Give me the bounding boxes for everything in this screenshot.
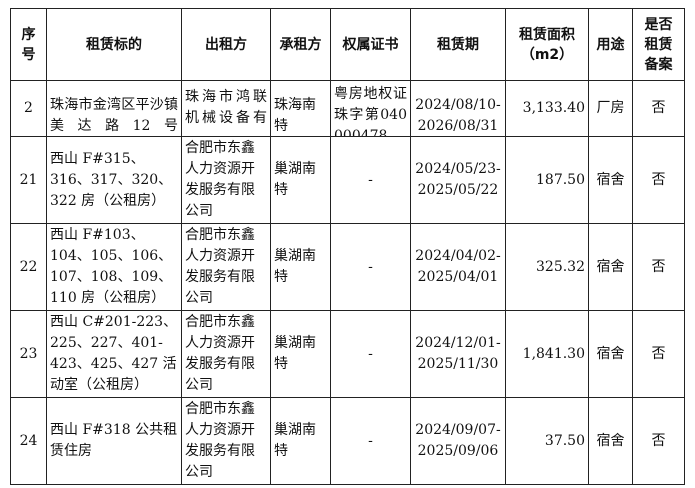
cell-cert: - [330,223,411,311]
lease-table: 序号 租赁标的 出租方 承租方 权属证书 租赁期 租赁面积（m2） 用途 是否租… [10,8,685,485]
cell-lessor: 珠海市鸿联机械设备有 [185,89,267,126]
cell-target: 西山 F#103、104、105、106、107、108、109、110 房（公… [46,223,182,311]
cell-lessee: 珠海南特 [274,97,316,134]
header-filed: 是否租赁备案 [632,8,685,81]
header-cert: 权属证书 [330,8,411,81]
cell-lessee: 巢湖南特 [270,397,331,485]
cell-use: 宿舍 [588,223,633,311]
table-row: 22 西山 F#103、104、105、106、107、108、109、110 … [10,223,685,311]
cell-no: 23 [10,310,47,398]
cell-lessee: 巢湖南特 [270,223,331,311]
cell-cert: - [330,397,411,485]
cell-period: 2024/08/10-2026/08/31 [415,97,501,134]
header-period: 租赁期 [410,8,506,81]
cell-no: 2 [10,80,47,137]
cell-target: 西山 F#318 公共租赁住房 [46,397,182,485]
header-row: 序号 租赁标的 出租方 承租方 权属证书 租赁期 租赁面积（m2） 用途 是否租… [10,8,685,81]
header-use: 用途 [588,8,633,81]
cell-lessor: 合肥市东鑫人力资源开发服务有限公司 [181,310,271,398]
header-no: 序号 [10,8,47,81]
header-area: 租赁面积（m2） [505,8,589,81]
cell-use: 厂房 [588,80,633,137]
cell-cert: - [330,136,411,224]
cell-area: 325.32 [505,223,589,311]
cell-use: 宿舍 [588,397,633,485]
cell-target: 西山 F#315、316、317、320、322 房（公租房） [46,136,182,224]
cell-filed: 否 [632,80,685,137]
cell-lessor: 合肥市东鑫人力资源开发服务有限公司 [181,136,271,224]
cell-use: 宿舍 [588,310,633,398]
cell-filed: 否 [632,310,685,398]
cell-lessor: 合肥市东鑫人力资源开发服务有限公司 [181,397,271,485]
cell-lessee: 巢湖南特 [270,310,331,398]
cell-no: 24 [10,397,47,485]
cell-period: 2024/09/07-2025/09/06 [410,397,506,485]
cell-period: 2024/12/01-2025/11/30 [410,310,506,398]
cell-area: 37.50 [505,397,589,485]
cell-filed: 否 [632,136,685,224]
cell-period: 2024/05/23-2025/05/22 [410,136,506,224]
cell-use: 宿舍 [588,136,633,224]
cell-area: 1,841.30 [505,310,589,398]
cell-lessee: 巢湖南特 [270,136,331,224]
header-lessee: 承租方 [270,8,331,81]
cell-no: 22 [10,223,47,311]
cell-cert: - [330,310,411,398]
table-row: 23 西山 C#201-223、225、227、401-423、425、427 … [10,310,685,398]
table-row: 2 珠海市金湾区平沙镇美达路12号 珠海市鸿联机械设备有 珠海南特 粤房地权证珠… [10,80,685,137]
cell-filed: 否 [632,397,685,485]
cell-period: 2024/04/02-2025/04/01 [410,223,506,311]
cell-target: 西山 C#201-223、225、227、401-423、425、427 活动室… [46,310,182,398]
cell-area: 187.50 [505,136,589,224]
cell-cert: 粤房地权证珠字第040000478 [334,86,407,136]
cell-target: 珠海市金湾区平沙镇美达路12号 [50,97,178,134]
header-target: 租赁标的 [46,8,182,81]
cell-filed: 否 [632,223,685,311]
cell-lessor: 合肥市东鑫人力资源开发服务有限公司 [181,223,271,311]
cell-area: 3,133.40 [505,80,589,137]
table-row: 21 西山 F#315、316、317、320、322 房（公租房） 合肥市东鑫… [10,136,685,224]
cell-no: 21 [10,136,47,224]
table-row: 24 西山 F#318 公共租赁住房 合肥市东鑫人力资源开发服务有限公司 巢湖南… [10,397,685,485]
header-lessor: 出租方 [181,8,271,81]
